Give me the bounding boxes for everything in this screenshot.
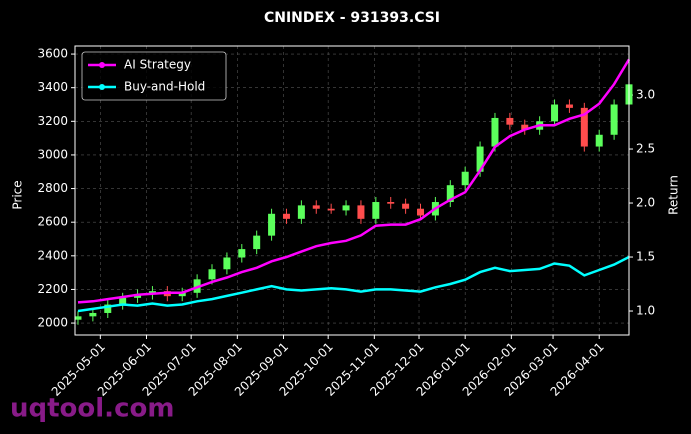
y2-tick-label: 2.5 — [636, 142, 655, 156]
candle-body — [238, 249, 246, 258]
candle-body — [297, 205, 305, 219]
candle-body — [446, 185, 454, 203]
candle-body — [104, 304, 112, 313]
y-tick-label: 3600 — [37, 47, 68, 61]
candle-body — [327, 208, 335, 211]
y2-tick-label: 3.0 — [636, 88, 655, 102]
candle-body — [282, 213, 290, 219]
line-series — [77, 58, 631, 304]
candle-body — [461, 171, 469, 186]
candle-body — [89, 312, 97, 317]
watermark: uqtool.com — [10, 394, 174, 424]
legend-label: Buy-and-Hold — [124, 80, 205, 94]
y-axis-label: Price — [11, 180, 25, 209]
candle-body — [565, 104, 573, 108]
candle-body — [357, 205, 365, 219]
candle-body — [506, 117, 514, 125]
y-tick-label: 2200 — [37, 282, 68, 296]
line-series — [77, 255, 630, 313]
chart-title: CNINDEX - 931393.CSI — [264, 10, 440, 26]
y2-tick-label: 1.0 — [636, 304, 655, 318]
y-tick-label: 2800 — [37, 181, 68, 195]
legend-marker — [99, 84, 105, 90]
candle-body — [387, 202, 395, 204]
candle-body — [268, 213, 276, 236]
y-tick-label: 3400 — [37, 80, 68, 94]
candle-body — [580, 107, 588, 147]
y2-tick-label: 2.0 — [636, 196, 655, 210]
y-tick-label: 2000 — [37, 316, 68, 330]
y-tick-label: 3000 — [37, 147, 68, 161]
candle-body — [372, 202, 380, 219]
y-tick-label: 3200 — [37, 114, 68, 128]
candle-body — [208, 269, 216, 280]
candle-body — [74, 316, 82, 320]
candle-body — [491, 117, 499, 147]
candle-body — [178, 292, 186, 297]
legend-marker — [99, 62, 105, 68]
candle-body — [342, 205, 350, 211]
candle-body — [253, 235, 261, 250]
y2-tick-label: 1.5 — [636, 250, 655, 264]
plot-frame — [74, 45, 630, 336]
candle-body — [134, 294, 142, 298]
candle-body — [223, 257, 231, 270]
y-tick-label: 2600 — [37, 215, 68, 229]
legend-box — [81, 51, 227, 101]
candle-body — [402, 203, 410, 209]
y2-axis-label: Return — [667, 175, 681, 215]
candle-body — [476, 146, 484, 172]
candle-body — [521, 124, 529, 130]
candle-body — [417, 208, 425, 216]
candle-body — [312, 205, 320, 209]
candle-body — [610, 104, 618, 135]
candle-body — [595, 134, 603, 147]
candle-body — [119, 297, 127, 305]
y-tick-label: 2400 — [37, 248, 68, 262]
candle-body — [551, 104, 559, 122]
legend-label: AI Strategy — [124, 58, 191, 72]
